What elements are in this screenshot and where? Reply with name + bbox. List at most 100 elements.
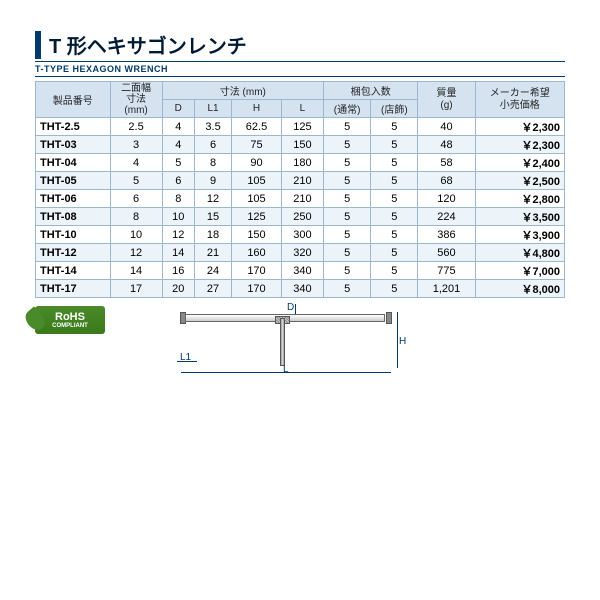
cell-L: 150 — [281, 136, 323, 154]
cell-D: 12 — [162, 226, 194, 244]
cell-m: 775 — [418, 262, 475, 280]
cell-s: 5 — [371, 172, 418, 190]
cell-n: 5 — [324, 118, 371, 136]
rohs-line1: RoHS — [55, 312, 85, 323]
diagram-cap-right — [386, 312, 392, 324]
cell-p: ￥4,800 — [475, 244, 564, 262]
cell-H: 62.5 — [232, 118, 282, 136]
col-packaging: 梱包入数 — [324, 82, 418, 100]
rohs-line2: COMPLIANT — [52, 323, 88, 329]
cell-s: 5 — [371, 190, 418, 208]
cell-L: 125 — [281, 118, 323, 136]
cell-L1: 24 — [194, 262, 231, 280]
cell-wf: 2.5 — [110, 118, 162, 136]
cell-D: 10 — [162, 208, 194, 226]
cell-H: 170 — [232, 280, 282, 298]
col-normal: (通常) — [324, 100, 371, 118]
cell-D: 14 — [162, 244, 194, 262]
cell-H: 160 — [232, 244, 282, 262]
cell-D: 4 — [162, 118, 194, 136]
cell-L: 300 — [281, 226, 323, 244]
cell-H: 125 — [232, 208, 282, 226]
cell-p: ￥3,500 — [475, 208, 564, 226]
table-row: THT-055691052105568￥2,500 — [36, 172, 565, 190]
table-row: THT-2.52.543.562.51255540￥2,300 — [36, 118, 565, 136]
cell-pn: THT-06 — [36, 190, 111, 208]
cell-pn: THT-2.5 — [36, 118, 111, 136]
col-L: L — [281, 100, 323, 118]
table-row: THT-1414162417034055775￥7,000 — [36, 262, 565, 280]
label-H: H — [399, 336, 406, 347]
cell-L: 210 — [281, 190, 323, 208]
cell-n: 5 — [324, 190, 371, 208]
cell-D: 4 — [162, 136, 194, 154]
wrench-diagram: D L1 L H — [175, 306, 405, 376]
table-row: THT-03346751505548￥2,300 — [36, 136, 565, 154]
cell-n: 5 — [324, 136, 371, 154]
cell-n: 5 — [324, 172, 371, 190]
cell-pn: THT-08 — [36, 208, 111, 226]
cell-m: 560 — [418, 244, 475, 262]
cell-p: ￥2,800 — [475, 190, 564, 208]
cell-wf: 14 — [110, 262, 162, 280]
cell-wf: 17 — [110, 280, 162, 298]
cell-pn: THT-05 — [36, 172, 111, 190]
col-width: 二面幅 寸法 (mm) — [110, 82, 162, 118]
label-L: L — [283, 364, 289, 375]
cell-s: 5 — [371, 118, 418, 136]
col-product-no: 製品番号 — [36, 82, 111, 118]
cell-L1: 9 — [194, 172, 231, 190]
cell-L: 180 — [281, 154, 323, 172]
cell-pn: THT-17 — [36, 280, 111, 298]
footer-area: RoHS COMPLIANT D L1 L H — [35, 306, 565, 376]
cell-p: ￥2,400 — [475, 154, 564, 172]
cell-m: 1,201 — [418, 280, 475, 298]
cell-n: 5 — [324, 262, 371, 280]
table-row: THT-088101512525055224￥3,500 — [36, 208, 565, 226]
cell-D: 6 — [162, 172, 194, 190]
col-D: D — [162, 100, 194, 118]
label-D: D — [287, 302, 294, 313]
cell-pn: THT-03 — [36, 136, 111, 154]
cell-p: ￥8,000 — [475, 280, 564, 298]
cell-n: 5 — [324, 226, 371, 244]
cell-H: 150 — [232, 226, 282, 244]
cell-D: 20 — [162, 280, 194, 298]
cell-wf: 12 — [110, 244, 162, 262]
col-mass: 質量 (g) — [418, 82, 475, 118]
cell-pn: THT-14 — [36, 262, 111, 280]
cell-D: 5 — [162, 154, 194, 172]
cell-p: ￥3,900 — [475, 226, 564, 244]
cell-wf: 5 — [110, 172, 162, 190]
cell-m: 68 — [418, 172, 475, 190]
cell-s: 5 — [371, 208, 418, 226]
table-row: THT-1010121815030055386￥3,900 — [36, 226, 565, 244]
cell-p: ￥2,500 — [475, 172, 564, 190]
cell-s: 5 — [371, 154, 418, 172]
cell-L1: 8 — [194, 154, 231, 172]
cell-s: 5 — [371, 244, 418, 262]
cell-L: 340 — [281, 280, 323, 298]
arrow-L — [181, 372, 391, 373]
cell-p: ￥2,300 — [475, 118, 564, 136]
cell-s: 5 — [371, 262, 418, 280]
cell-L1: 12 — [194, 190, 231, 208]
cell-wf: 10 — [110, 226, 162, 244]
title-japanese: T 形ヘキサゴンレンチ — [49, 30, 247, 59]
table-row: THT-04458901805558￥2,400 — [36, 154, 565, 172]
cell-n: 5 — [324, 280, 371, 298]
col-shop: (店飾) — [371, 100, 418, 118]
table-row: THT-17172027170340551,201￥8,000 — [36, 280, 565, 298]
col-dimensions: 寸法 (mm) — [162, 82, 323, 100]
cell-H: 105 — [232, 172, 282, 190]
cell-pn: THT-12 — [36, 244, 111, 262]
cell-n: 5 — [324, 154, 371, 172]
title-bar: T 形ヘキサゴンレンチ — [35, 30, 565, 59]
cell-m: 40 — [418, 118, 475, 136]
cell-m: 58 — [418, 154, 475, 172]
cell-D: 16 — [162, 262, 194, 280]
cell-m: 120 — [418, 190, 475, 208]
cell-L: 320 — [281, 244, 323, 262]
cell-pn: THT-04 — [36, 154, 111, 172]
cell-n: 5 — [324, 208, 371, 226]
